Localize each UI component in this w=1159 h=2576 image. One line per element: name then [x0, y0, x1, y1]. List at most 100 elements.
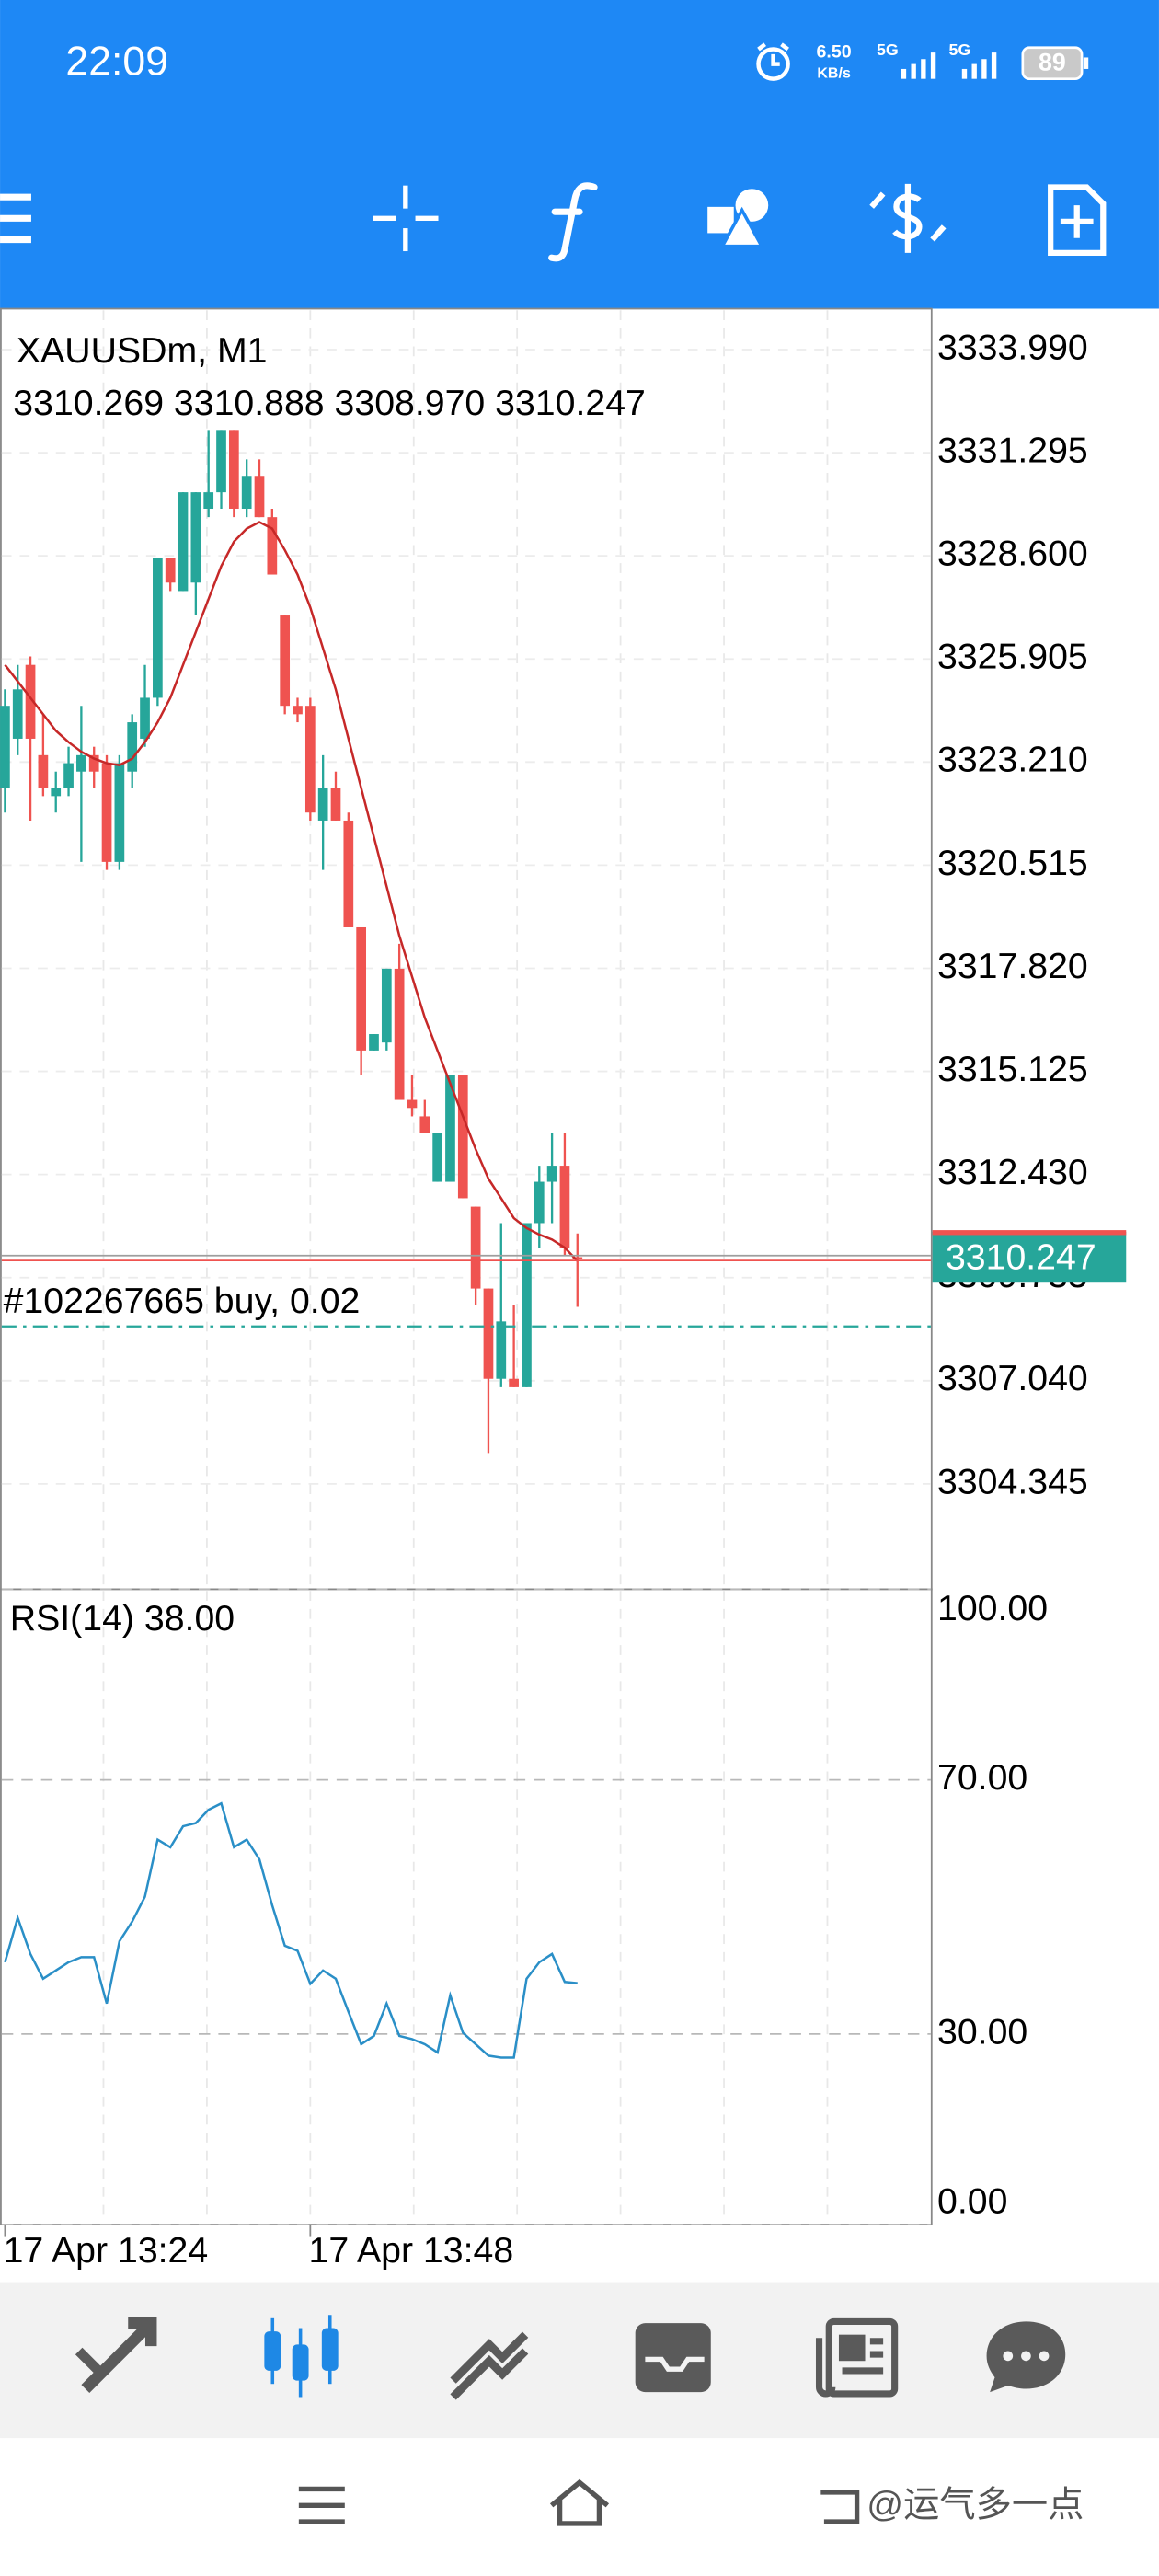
candle-body: [153, 558, 163, 698]
y-tick-label: 3304.345: [937, 1461, 1088, 1501]
candle-body: [457, 1075, 468, 1199]
y-tick-label: 3328.600: [937, 534, 1088, 574]
candle-body: [114, 763, 125, 862]
candle-body: [407, 1099, 418, 1109]
candle-body: [51, 788, 62, 797]
candle-body: [178, 492, 189, 592]
net-speed: 6.50: [817, 41, 852, 62]
battery-level: 89: [1039, 49, 1066, 76]
candle-body: [190, 492, 201, 583]
rsi-line: [4, 1801, 578, 2059]
candle-body: [127, 722, 138, 772]
candle-body: [534, 1181, 545, 1224]
candle-body: [445, 1075, 455, 1182]
price-tag-edge: [932, 1230, 1127, 1236]
alarm-icon: [756, 42, 790, 81]
price-pane: [0, 307, 933, 1591]
candle-body: [509, 1378, 519, 1387]
candle-body: [165, 558, 176, 583]
candle-body: [432, 1133, 442, 1182]
signal-label: 5G: [949, 40, 971, 59]
vertical-grid: [102, 310, 829, 2224]
candle-body: [394, 968, 405, 1100]
y-tick-label: 3323.210: [937, 740, 1088, 780]
chat-tab[interactable]: [986, 2321, 1066, 2393]
candle-body: [228, 430, 239, 510]
objects-button[interactable]: [707, 189, 769, 248]
candle-body: [293, 706, 303, 715]
crosshair-button[interactable]: [373, 185, 439, 252]
candle-body: [572, 1257, 583, 1259]
price-tag-label: 3310.247: [946, 1237, 1096, 1278]
chart-tab[interactable]: [264, 2315, 339, 2398]
bottom-nav: [0, 2282, 1159, 2439]
rsi-title: RSI(14) 38.00: [10, 1598, 235, 1639]
trade-button[interactable]: [869, 183, 947, 253]
watermark: @运气多一点: [866, 2484, 1084, 2524]
news-tab[interactable]: [815, 2317, 899, 2398]
candle-body: [546, 1166, 557, 1182]
status-time: 22:09: [65, 39, 168, 84]
candle-body: [369, 1034, 379, 1051]
x-tick-label: 17 Apr 13:48: [309, 2230, 514, 2271]
candle-body: [76, 754, 86, 772]
candle-body: [304, 706, 316, 813]
y-tick-label: 3331.295: [937, 430, 1088, 470]
y-tick-label: 100.00: [937, 1588, 1048, 1628]
new-order-button[interactable]: [1048, 184, 1107, 256]
candle-body: [88, 754, 99, 772]
candle-body: [419, 1116, 430, 1133]
net-unit: KB/s: [817, 65, 851, 82]
candle-body: [140, 697, 150, 739]
candle-body: [559, 1166, 570, 1248]
candle-body: [280, 615, 291, 707]
signal-label: 5G: [877, 40, 899, 59]
candle-body: [241, 476, 252, 510]
candle-body: [356, 926, 367, 1051]
candle-body: [63, 763, 74, 788]
y-tick-label: 3333.990: [937, 327, 1088, 367]
candle-body: [330, 788, 341, 821]
candle-body: [25, 664, 36, 739]
signal-bars: [901, 52, 936, 79]
candle-body: [38, 754, 49, 788]
system-back-button[interactable]: [820, 2490, 860, 2524]
candle-body: [470, 1206, 481, 1289]
app-bar: [0, 0, 1159, 309]
y-tick-label: 3312.430: [937, 1152, 1088, 1192]
plot: 3333.990 3331.295 3328.600 3325.905 3323.210…: [0, 327, 1127, 2271]
system-home-button[interactable]: [549, 2478, 610, 2526]
candle-body: [203, 492, 214, 510]
candle-body: [267, 517, 278, 575]
candle-body: [522, 1223, 532, 1387]
candle-body: [483, 1288, 494, 1379]
battery-tip: [1083, 57, 1089, 69]
candle-body: [0, 706, 10, 788]
y-tick-label: 3315.125: [937, 1049, 1088, 1089]
order-label: #102267665 buy, 0.02: [4, 1281, 361, 1321]
y-tick-label: 30.00: [937, 2011, 1027, 2052]
ohlc-readout: 3310.269 3310.888 3308.970 3310.247: [13, 383, 646, 423]
y-tick-label: 3325.905: [937, 637, 1088, 677]
x-tick-label: 17 Apr 13:24: [4, 2230, 209, 2271]
rsi-pane: [0, 1588, 933, 2225]
candle-body: [343, 820, 354, 927]
quotes-tab[interactable]: [75, 2317, 157, 2393]
trade-tab[interactable]: [450, 2331, 529, 2400]
y-tick-label: 3320.515: [937, 843, 1088, 883]
menu-button[interactable]: [0, 193, 31, 244]
battery: [1021, 46, 1084, 80]
moving-average: [4, 521, 579, 1262]
y-tick-label: 70.00: [937, 1757, 1027, 1798]
candle-body: [12, 689, 23, 739]
indicators-button[interactable]: [548, 182, 598, 262]
candle-body: [317, 788, 328, 821]
history-tab[interactable]: [635, 2323, 711, 2393]
candle-body: [496, 1321, 507, 1379]
price-tag: [932, 1231, 1127, 1283]
system-menu-button[interactable]: [298, 2486, 345, 2524]
chart-title: XAUUSDm, M1: [17, 330, 268, 371]
candle-body: [254, 476, 265, 518]
